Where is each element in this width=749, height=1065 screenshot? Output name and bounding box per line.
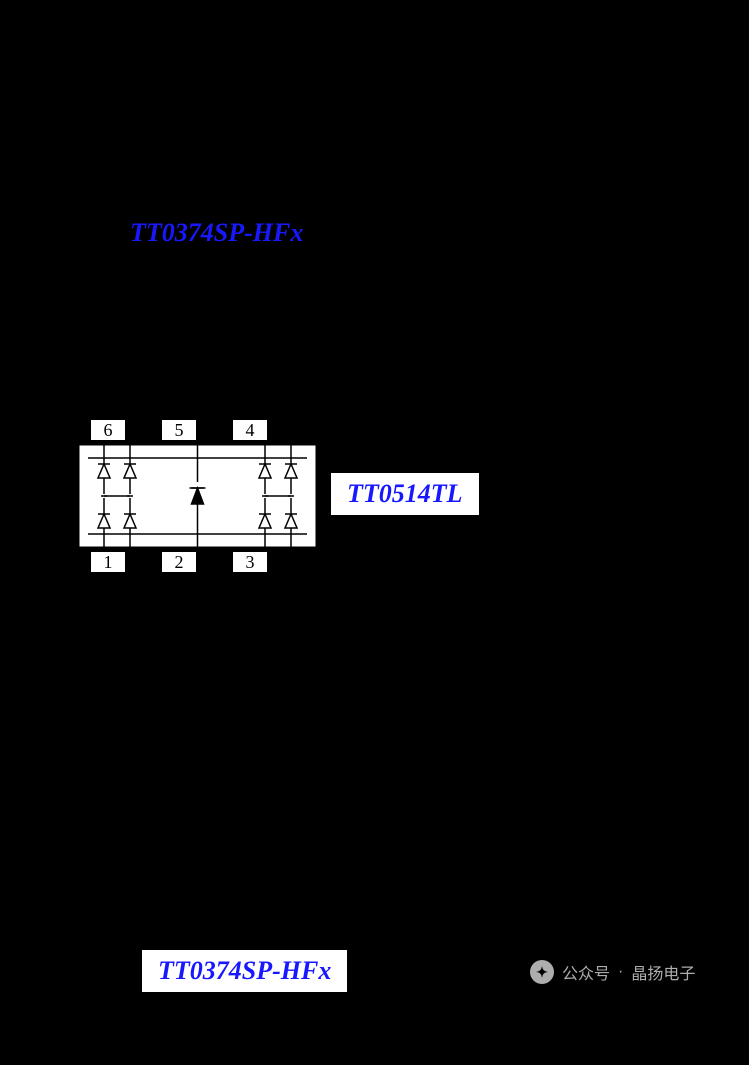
chip-label: TT0514TL bbox=[329, 471, 481, 517]
schematic-svg bbox=[78, 444, 317, 548]
schematic-block bbox=[78, 444, 317, 548]
pin-6: 6 bbox=[89, 418, 127, 442]
pin-4: 4 bbox=[231, 418, 269, 442]
pin-2: 2 bbox=[160, 550, 198, 574]
watermark: ✦ 公众号 · 晶扬电子 bbox=[530, 960, 695, 984]
part-label-bottom: TT0374SP-HFx bbox=[140, 948, 349, 994]
watermark-sep: · bbox=[618, 963, 623, 981]
pin-3: 3 bbox=[231, 550, 269, 574]
wechat-icon: ✦ bbox=[530, 960, 554, 984]
pin-1: 1 bbox=[89, 550, 127, 574]
watermark-name: 晶扬电子 bbox=[631, 960, 695, 984]
watermark-prefix: 公众号 bbox=[562, 960, 610, 984]
pin-5: 5 bbox=[160, 418, 198, 442]
part-label-top: TT0374SP-HFx bbox=[130, 218, 303, 248]
